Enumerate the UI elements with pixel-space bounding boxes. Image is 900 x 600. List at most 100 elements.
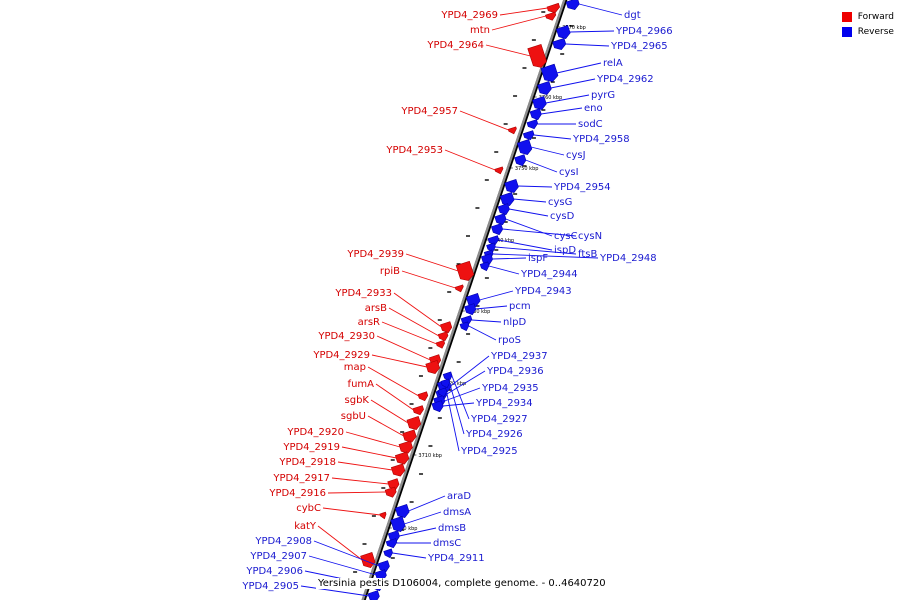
forward-leader-line [341, 446, 397, 459]
forward-gene [384, 486, 397, 498]
forward-leader-line [337, 461, 393, 471]
reverse-leader-line [550, 78, 596, 89]
reverse-leader-line [502, 228, 577, 237]
forward-gene [360, 552, 376, 568]
reverse-leader-line [300, 585, 370, 597]
forward-gene-label: YPD4_2953 [385, 145, 443, 156]
reverse-gene [529, 108, 542, 121]
forward-leader-line [322, 507, 381, 516]
kbp-label: 3750 kbp [515, 166, 539, 172]
reverse-leader-line [556, 62, 602, 74]
forward-gene [494, 166, 504, 175]
reverse-gene-label: YPD4_2943 [514, 286, 572, 297]
forward-leader-line [393, 292, 442, 328]
reverse-leader-line [449, 382, 465, 435]
forward-gene [412, 405, 424, 416]
reverse-gene-label: dmsC [433, 538, 461, 549]
forward-gene-label: YPD4_2930 [317, 331, 375, 342]
reverse-gene-label: ispF [528, 253, 548, 264]
reverse-gene [494, 213, 507, 226]
reverse-leader-line [475, 305, 508, 310]
legend-reverse: Reverse [841, 24, 894, 39]
reverse-gene [532, 96, 547, 111]
forward-gene-label: arsB [365, 303, 387, 314]
forward-gene [394, 451, 410, 465]
reverse-gene-label: cysC [554, 231, 578, 242]
reverse-leader-line [471, 319, 502, 323]
reverse-gene-label: cysN [578, 231, 602, 242]
forward-gene [402, 429, 417, 443]
reverse-gene [480, 253, 493, 266]
reverse-gene [437, 387, 448, 398]
reverse-gene [387, 530, 400, 543]
forward-gene [390, 463, 406, 477]
forward-leader-line [367, 415, 405, 437]
reverse-leader-line [446, 370, 486, 395]
forward-leader-line [491, 15, 547, 31]
reverse-gene [377, 560, 390, 573]
reverse-leader-line [533, 134, 572, 140]
reverse-gene-label: YPD4_2911 [427, 553, 485, 564]
forward-gene [437, 331, 449, 342]
reverse-gene [390, 516, 406, 532]
reverse-leader-line [513, 198, 547, 203]
kbp-label: 3700 kbp [394, 526, 418, 532]
reverse-gene [487, 235, 500, 246]
reverse-leader-line [540, 107, 583, 115]
forward-leader-line [370, 399, 409, 424]
reverse-gene [504, 179, 519, 194]
forward-gene-label: cybC [296, 503, 321, 514]
reverse-leader-line [313, 540, 380, 567]
reverse-gene-label: YPD4_2944 [520, 269, 578, 280]
forward-gene-label: map [344, 362, 366, 373]
reverse-gene [431, 400, 444, 413]
reverse-gene-label: dmsA [443, 507, 471, 518]
forward-gene-label: sgbK [345, 395, 370, 406]
reverse-gene [367, 590, 380, 600]
reverse-gene-label: ispD [554, 245, 576, 256]
forward-leader-line [485, 44, 531, 57]
forward-gene-label: YPD4_2917 [272, 473, 330, 484]
reverse-gene-label: YPD4_2908 [254, 536, 312, 547]
forward-gene-label: fumA [348, 379, 375, 390]
reverse-gene-label: YPD4_2907 [249, 551, 307, 562]
legend-forward: Forward [841, 9, 894, 24]
reverse-gene-label: YPD4_2926 [465, 429, 523, 440]
forward-leader-line [499, 7, 548, 16]
forward-leader-line [388, 307, 440, 337]
reverse-gene [486, 242, 496, 253]
reverse-gene-label: pcm [509, 301, 531, 312]
reverse-gene [465, 293, 481, 308]
forward-gene [425, 360, 440, 375]
forward-gene [417, 391, 429, 402]
reverse-gene-label: dgt [624, 10, 641, 21]
reverse-leader-line [492, 257, 527, 260]
reverse-gene [555, 25, 571, 40]
forward-leader-line [327, 491, 386, 494]
reverse-gene [464, 303, 477, 316]
genome-backbone [361, 0, 566, 600]
reverse-gene-label: YPD4_2927 [470, 414, 528, 425]
legend-reverse-label: Reverse [857, 26, 894, 37]
reverse-leader-line [479, 290, 514, 301]
forward-gene-label: YPD4_2939 [346, 249, 404, 260]
forward-gene-label: YPD4_2964 [426, 40, 484, 51]
reverse-gene [514, 154, 527, 167]
reverse-leader-line [517, 185, 553, 188]
reverse-gene [442, 371, 453, 382]
kbp-label: 3730 kbp [467, 309, 491, 315]
kbp-label: 3720 kbp [443, 381, 467, 387]
reverse-swatch [841, 26, 852, 37]
reverse-leader-line [451, 375, 470, 420]
reverse-gene [526, 119, 539, 130]
reverse-gene [459, 321, 470, 332]
forward-gene-label: YPD4_2920 [286, 427, 344, 438]
reverse-leader-line [468, 325, 497, 341]
reverse-leader-line [578, 3, 623, 16]
forward-leader-line [376, 335, 431, 361]
reverse-leader-line [565, 43, 610, 47]
reverse-leader-line [509, 208, 549, 217]
reverse-gene-label: YPD4_2954 [553, 182, 611, 193]
reverse-gene-label: YPD4_2958 [572, 134, 630, 145]
